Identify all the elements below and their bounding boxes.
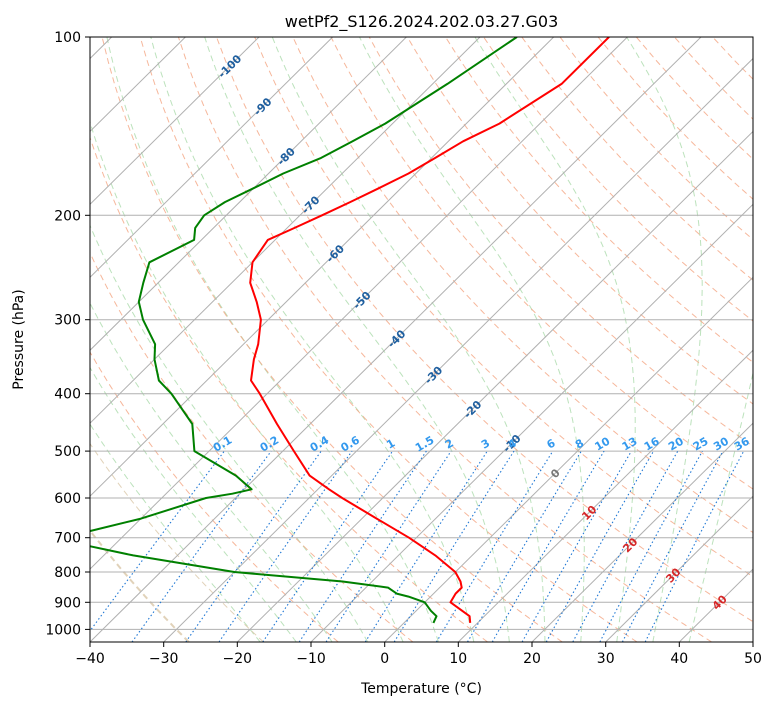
dry-adiabat: [90, 135, 488, 642]
moist-adiabat: [359, 37, 585, 642]
moist-adiabat: [90, 423, 261, 642]
series-line-temperature: [249, 37, 610, 623]
mixing-ratio-line: [298, 450, 427, 642]
moist-adiabats: [90, 37, 753, 642]
x-axis-title: Temperature (°C): [360, 681, 482, 697]
dry-adiabat: [90, 442, 264, 642]
y-tick-label: 600: [54, 491, 81, 507]
moist-adiabat: [90, 366, 297, 642]
x-tick-label: −40: [75, 651, 105, 667]
mixing-ratio-line: [325, 450, 452, 642]
x-tick-label: −10: [296, 651, 326, 667]
isotherm-line: [90, 37, 260, 206]
plot-frame: [89, 36, 754, 643]
isotherm-line: [531, 422, 753, 642]
isotherm-line: [90, 37, 481, 424]
y-tick-label: 800: [54, 565, 81, 581]
isotherm-line: [384, 276, 753, 642]
moist-adiabat: [90, 120, 404, 642]
isotherm-line: [90, 37, 628, 570]
moist-adiabat: [474, 37, 636, 642]
y-tick-label: 500: [54, 444, 81, 460]
isotherm-line: [605, 495, 753, 642]
moist-adiabat: [150, 37, 475, 642]
dry-adiabats: [90, 37, 753, 642]
y-tick-label: 200: [54, 208, 81, 224]
y-axis: 100 200 300 400 500 600 700 800 900 1000: [45, 30, 90, 638]
chart-title: wetPf2_S126.2024.202.03.27.G03: [285, 12, 559, 32]
dry-adiabat: [101, 37, 563, 642]
isobar-gridlines: [90, 37, 753, 630]
isotherm-line: [163, 57, 753, 642]
y-tick-label: 700: [54, 531, 81, 547]
dry-adiabat: [177, 37, 712, 642]
dry-adiabat: [139, 37, 638, 642]
isotherm-line: [90, 37, 407, 351]
x-tick-label: 20: [523, 651, 541, 667]
mixing-ratio-line: [572, 450, 679, 642]
dry-adiabat: [368, 37, 753, 447]
y-tick-label: 400: [54, 387, 81, 403]
series-line-dewpoint: [90, 37, 518, 624]
moist-adiabat: [626, 37, 703, 642]
dry-adiabat: [90, 351, 339, 642]
dry-adiabat: [406, 37, 753, 405]
moist-adiabat: [688, 370, 753, 642]
y-tick-label: 300: [54, 313, 81, 329]
dry-adiabat: [254, 37, 753, 578]
mixing-ratio-line: [262, 450, 394, 642]
mixing-ratio-line: [218, 450, 353, 642]
mixing-ratio-line: [90, 450, 225, 632]
dry-adiabat: [216, 37, 753, 623]
dry-adiabat: [90, 251, 414, 642]
mixing-ratio-lines: [90, 450, 745, 642]
moist-adiabat: [271, 37, 546, 642]
isotherm-line: [90, 37, 334, 279]
x-tick-label: −20: [223, 651, 253, 667]
x-tick-label: 10: [449, 651, 467, 667]
x-tick-label: 0: [380, 651, 389, 667]
x-tick-label: −30: [149, 651, 179, 667]
moist-adiabat: [90, 224, 369, 642]
isotherm-line: [90, 37, 702, 642]
moist-adiabat: [90, 301, 333, 642]
x-tick-label: 40: [670, 651, 688, 667]
mixing-ratio-line: [545, 450, 654, 642]
isotherm-line: [90, 37, 555, 497]
mixing-ratio-line: [364, 450, 488, 642]
mixing-ratio-line: [185, 450, 322, 642]
moist-adiabat: [106, 37, 439, 642]
y-tick-label: 1000: [45, 622, 81, 638]
isotherm-line: [236, 130, 753, 642]
y-tick-label: 900: [54, 595, 81, 611]
mixing-ratio-line: [435, 450, 554, 642]
x-tick-label: 30: [597, 651, 615, 667]
y-tick-label: 100: [54, 30, 81, 46]
dry-adiabat: [445, 37, 753, 363]
y-axis-title: Pressure (hPa): [11, 289, 27, 389]
mixing-ratio-line: [599, 450, 703, 642]
dry-adiabat: [330, 37, 753, 490]
isotherm-line: [457, 349, 753, 642]
sounding-profiles: [90, 37, 610, 624]
moist-adiabat: [204, 37, 510, 642]
x-axis: −40 −30 −20 −10 0 10 20 30 40 50: [75, 642, 762, 667]
x-tick-label: 50: [744, 651, 762, 667]
